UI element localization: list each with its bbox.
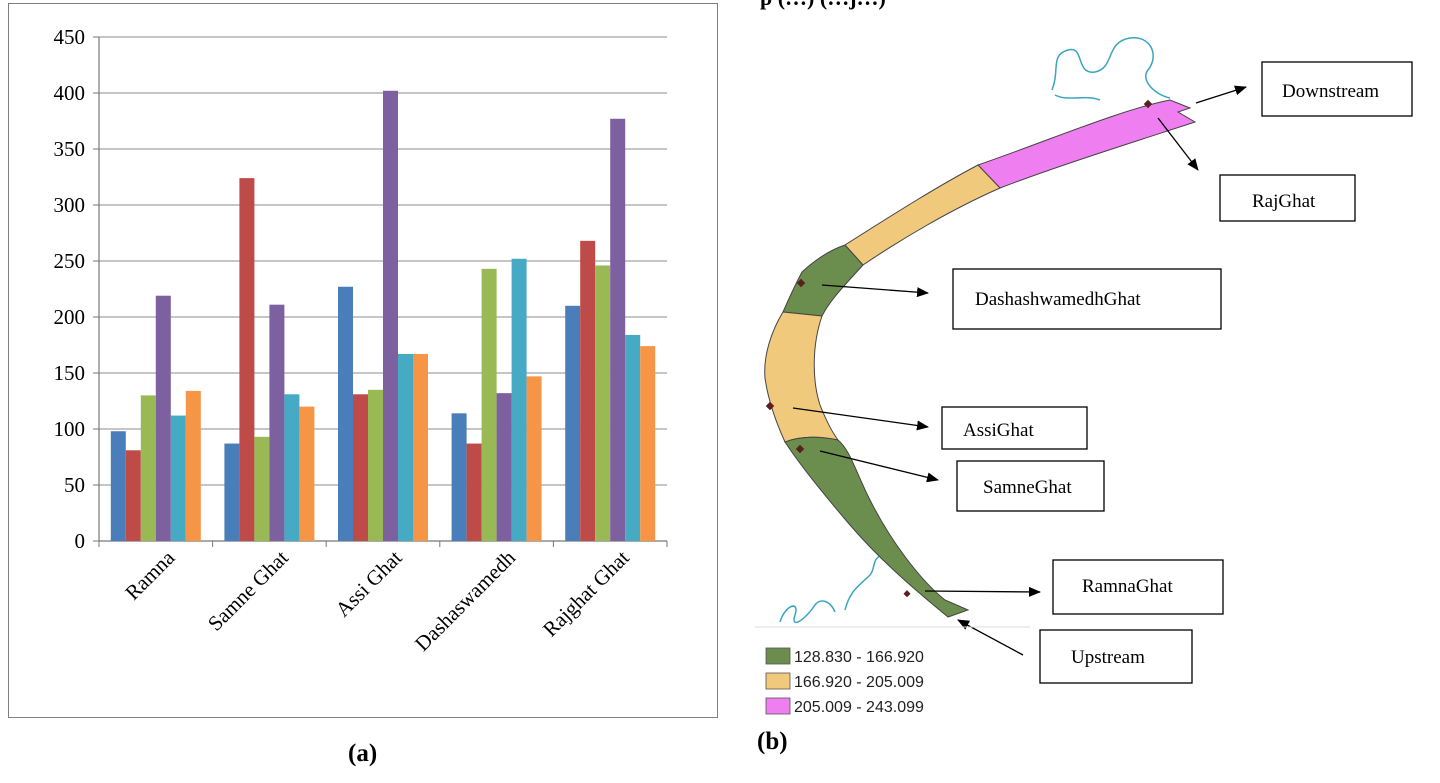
bar-dashaswamedh-s4 xyxy=(496,393,512,541)
bar-assi-ghat-s2 xyxy=(353,394,368,541)
bars xyxy=(110,90,656,541)
bar-assi-ghat-s5 xyxy=(398,353,413,541)
y-tick-labels: 0 50 100 150 200 250 300 350 400 450 xyxy=(54,25,86,553)
bar-rajghat-ghat-s2 xyxy=(580,240,596,541)
bar-rajghat-ghat-s1 xyxy=(565,305,581,541)
bar-samne-ghat-s1 xyxy=(224,443,240,541)
bar-samne-ghat-s5 xyxy=(284,394,300,541)
y-tick-label: 100 xyxy=(54,417,86,441)
arrow-downstream xyxy=(1195,85,1247,104)
bar-ramna-s5 xyxy=(170,415,186,541)
station-ramna xyxy=(903,590,911,598)
label-boxes xyxy=(941,61,1413,684)
segment-green-upper xyxy=(782,244,864,317)
bar-ramna-s1 xyxy=(110,431,126,541)
bar-ramna-s6 xyxy=(185,390,201,541)
bar-rajghat-ghat-s5 xyxy=(625,334,641,541)
arrow-upstream xyxy=(957,619,1024,656)
arrows xyxy=(792,85,1247,656)
segment-tan-upper xyxy=(844,164,1001,266)
box-dashashwamedh xyxy=(952,268,1222,330)
bar-assi-ghat-s3 xyxy=(368,389,383,541)
y-tick-label: 0 xyxy=(75,529,86,553)
y-tick-label: 400 xyxy=(54,81,86,105)
legend-swatch-2 xyxy=(765,672,791,690)
bar-ramna-s3 xyxy=(140,395,156,541)
y-tick-label: 450 xyxy=(54,25,86,49)
label-samne: SamneGhat xyxy=(983,477,1072,498)
bar-rajghat-ghat-s4 xyxy=(610,118,626,541)
legend-label-2: 166.920 - 205.009 xyxy=(794,674,924,691)
partial-heading: p (…) (…j…) xyxy=(760,0,886,11)
box-downstream xyxy=(1261,61,1413,117)
label-texts: Downstream RajGhat DashashwamedhGhat Ass… xyxy=(963,81,1379,668)
label-dashashwamedh: DashashwamedhGhat xyxy=(975,289,1141,310)
station-dashashwamedh xyxy=(796,278,806,288)
label-downstream: Downstream xyxy=(1282,81,1379,102)
map-legend: 128.830 - 166.920 166.920 - 205.009 205.… xyxy=(765,647,924,716)
bar-dashaswamedh-s1 xyxy=(451,413,467,541)
bar-samne-ghat-s6 xyxy=(299,406,315,541)
arrow-ramna xyxy=(924,586,1041,597)
bar-dashaswamedh-s5 xyxy=(511,258,527,541)
y-tick-label: 50 xyxy=(64,473,85,497)
y-tick-label: 200 xyxy=(54,305,86,329)
caption-a: (a) xyxy=(348,740,378,767)
box-samne xyxy=(956,460,1105,512)
bar-dashaswamedh-s6 xyxy=(526,376,542,541)
segment-pink xyxy=(977,99,1197,189)
label-ramna: RamnaGhat xyxy=(1082,576,1173,597)
box-rajghat xyxy=(1219,174,1356,222)
label-upstream: Upstream xyxy=(1071,647,1145,668)
arrow-samne xyxy=(819,450,939,483)
bar-ramna-s4 xyxy=(155,295,171,541)
water-lines xyxy=(779,37,1171,624)
bar-samne-ghat-s2 xyxy=(239,178,255,541)
segment-tan-lower xyxy=(764,311,840,443)
arrow-rajghat xyxy=(1157,117,1199,171)
bar-rajghat-ghat-s3 xyxy=(595,265,611,541)
bar-samne-ghat-s4 xyxy=(269,304,285,541)
caption-b: (b) xyxy=(757,728,788,755)
y-tick-label: 300 xyxy=(54,193,86,217)
y-tick-label: 150 xyxy=(54,361,86,385)
arrow-dashashwamedh xyxy=(821,284,929,298)
label-rajghat: RajGhat xyxy=(1252,191,1316,212)
box-upstream xyxy=(1039,629,1193,684)
bar-dashaswamedh-s3 xyxy=(481,268,497,541)
y-tick-label: 350 xyxy=(54,137,86,161)
bar-dashaswamedh-s2 xyxy=(466,443,482,541)
bar-assi-ghat-s6 xyxy=(413,353,428,541)
box-assi xyxy=(941,406,1088,450)
station-points xyxy=(765,99,1153,598)
segment-green-lower xyxy=(784,436,970,618)
label-assi: AssiGhat xyxy=(963,420,1034,441)
bar-samne-ghat-s3 xyxy=(254,436,270,541)
station-samne xyxy=(795,444,805,454)
legend-label-3: 205.009 - 243.099 xyxy=(794,699,924,716)
arrow-assi xyxy=(792,407,929,431)
bar-ramna-s2 xyxy=(125,450,141,541)
station-assi xyxy=(765,401,775,411)
legend-label-1: 128.830 - 166.920 xyxy=(794,649,924,666)
legend-swatch-1 xyxy=(765,647,791,665)
legend-swatch-3 xyxy=(765,697,791,715)
bar-assi-ghat-s4 xyxy=(383,90,398,541)
river-segments xyxy=(764,99,1197,618)
bar-chart-panel: 0 50 100 150 200 250 300 350 400 450 Ramna Samne G… xyxy=(8,3,718,718)
bar-rajghat-ghat-s6 xyxy=(640,346,656,541)
bar-assi-ghat-s1 xyxy=(338,286,353,541)
y-tick-label: 250 xyxy=(54,249,86,273)
box-ramna xyxy=(1052,559,1224,615)
